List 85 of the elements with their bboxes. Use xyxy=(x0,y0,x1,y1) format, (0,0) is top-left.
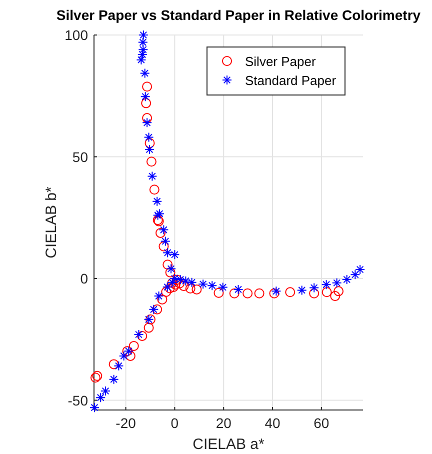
y-tick-label: 50 xyxy=(72,148,88,165)
point xyxy=(162,260,173,270)
point xyxy=(309,282,320,293)
x-axis-title: CIELAB a* xyxy=(192,436,265,453)
x-tick-label: 60 xyxy=(314,415,330,431)
point xyxy=(158,224,169,235)
point xyxy=(142,113,152,124)
point xyxy=(89,402,100,413)
point xyxy=(322,287,332,298)
point xyxy=(152,304,162,314)
point xyxy=(156,228,166,238)
point xyxy=(147,171,158,182)
point xyxy=(192,284,202,294)
point xyxy=(96,392,106,403)
point xyxy=(229,288,240,298)
point xyxy=(108,359,119,370)
point xyxy=(321,280,332,290)
point xyxy=(144,138,155,148)
point xyxy=(148,304,159,314)
point xyxy=(170,274,180,284)
x-tick-label: 40 xyxy=(264,415,281,431)
point xyxy=(162,282,172,292)
point xyxy=(207,280,218,291)
point xyxy=(136,54,146,65)
point xyxy=(144,322,154,333)
x-tick-label: 20 xyxy=(216,415,232,431)
x-tick-label: 0 xyxy=(170,415,179,431)
point xyxy=(218,282,228,292)
point xyxy=(162,248,173,258)
point xyxy=(309,288,320,298)
point xyxy=(144,144,155,154)
point xyxy=(170,250,180,260)
point xyxy=(158,241,169,252)
x-tick-label: -20 xyxy=(116,415,136,431)
point xyxy=(342,274,352,284)
legend-label: Silver Paper xyxy=(245,54,316,69)
point xyxy=(233,284,244,294)
point xyxy=(137,330,148,341)
point xyxy=(254,288,264,298)
point xyxy=(330,291,340,302)
point xyxy=(178,281,189,292)
point xyxy=(138,37,148,48)
point xyxy=(350,270,360,280)
point xyxy=(180,276,191,286)
point xyxy=(175,274,186,284)
point xyxy=(114,360,124,371)
point xyxy=(134,330,144,340)
point xyxy=(355,264,366,274)
point xyxy=(142,118,152,128)
point xyxy=(142,82,152,92)
point xyxy=(334,286,344,296)
point xyxy=(108,374,119,384)
point xyxy=(152,196,162,206)
point xyxy=(242,288,253,298)
point xyxy=(125,350,136,361)
chart-title: Silver Paper vs Standard Paper in Relative Colorimetry xyxy=(56,7,421,23)
point xyxy=(100,386,110,396)
point xyxy=(198,279,208,290)
point xyxy=(154,291,164,302)
point xyxy=(166,264,176,274)
point xyxy=(141,98,152,108)
point xyxy=(285,287,296,298)
point xyxy=(332,278,342,288)
y-tick-label: -50 xyxy=(68,392,88,408)
point xyxy=(149,184,160,195)
point xyxy=(140,92,150,102)
point xyxy=(214,288,224,298)
legend-label: Standard Paper xyxy=(245,73,337,88)
point xyxy=(118,350,129,361)
point xyxy=(146,156,156,167)
point xyxy=(161,286,172,297)
point xyxy=(140,68,150,78)
point xyxy=(157,294,168,304)
point xyxy=(186,277,197,288)
point xyxy=(138,30,148,40)
point xyxy=(160,236,170,246)
point xyxy=(164,283,175,294)
y-tick-label: 0 xyxy=(80,270,88,287)
point xyxy=(185,283,196,294)
y-axis-title: CIELAB b* xyxy=(43,186,60,258)
point xyxy=(128,340,139,351)
y-tick-label: 100 xyxy=(64,27,88,43)
point xyxy=(144,132,154,142)
point xyxy=(165,267,176,278)
point xyxy=(296,285,307,296)
